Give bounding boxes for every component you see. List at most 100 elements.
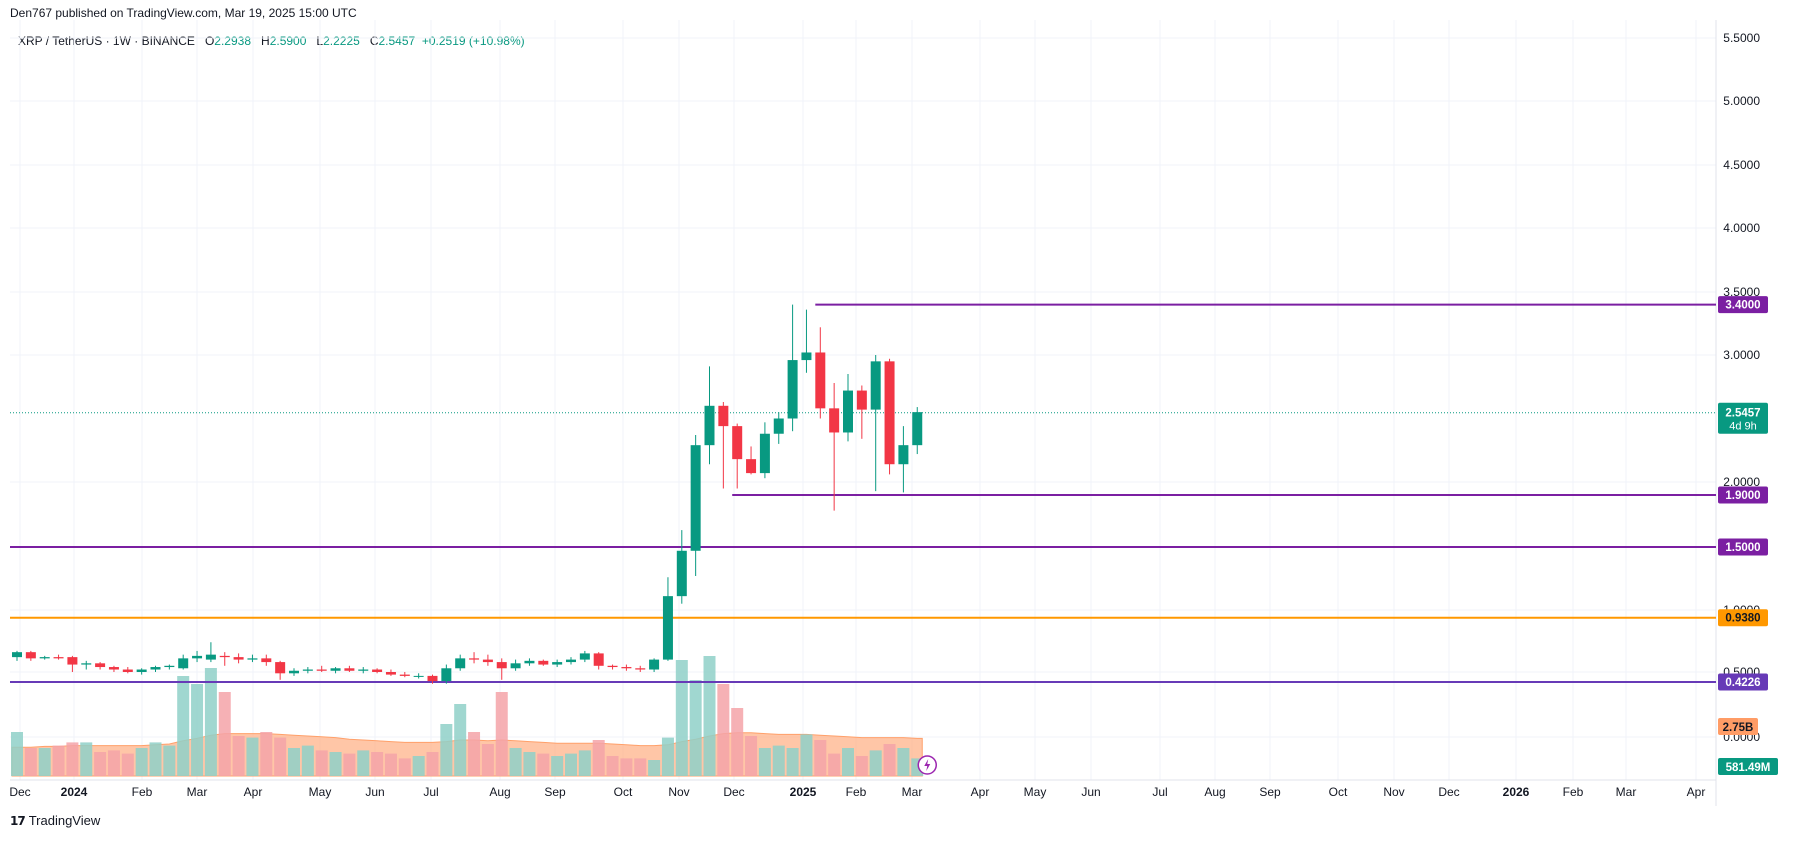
level-tag-1-label: 1.9000 (1725, 490, 1760, 502)
candle-body-24 (344, 668, 355, 671)
candle-body-9 (136, 669, 147, 672)
time-tick-22: Oct (1329, 785, 1348, 799)
candle-body-44 (621, 667, 632, 669)
price-tick-0: 5.5000 (1723, 31, 1760, 45)
volume-bar-5 (80, 742, 93, 776)
high-label: H (261, 34, 270, 48)
candle-body-56 (787, 360, 798, 419)
volume-bar-16 (232, 736, 245, 776)
time-tick-7: Jul (423, 785, 438, 799)
candle-body-55 (773, 418, 784, 434)
candle-body-32 (455, 658, 466, 669)
volume-ma-tag-bg (1718, 718, 1758, 735)
price-axis[interactable]: 5.5000 5.0000 4.5000 4.0000 3.5000 3.0000 2.00… (1723, 31, 1760, 744)
candle-body-18 (261, 658, 272, 663)
volume-bar-56 (786, 748, 799, 776)
volume-bar-51 (717, 684, 730, 776)
time-tick-19: Jul (1152, 785, 1167, 799)
candle-body-37 (524, 660, 535, 664)
time-tick-13: 2025 (790, 785, 817, 799)
volume-bar-8 (121, 753, 134, 776)
horizontal-levels[interactable] (10, 303, 1716, 684)
volume-bar-30 (426, 752, 439, 776)
candle-body-40 (566, 659, 576, 663)
volume-bar-35 (495, 692, 508, 776)
last-price-tag-countdown: 4d 9h (1729, 421, 1757, 433)
volume-bar-11 (163, 745, 176, 776)
volume-bar-57 (800, 734, 813, 776)
volume-bar-22 (315, 750, 328, 776)
time-tick-27: Mar (1616, 785, 1637, 799)
volume-bar-42 (592, 740, 605, 776)
candle-body-20 (289, 670, 299, 674)
volume-bar-15 (218, 692, 231, 776)
time-axis[interactable]: Dec 2024 Feb Mar Apr May Jun Jul Aug Sep Oct Nov Dec… (9, 785, 1705, 799)
time-tick-0: Dec (9, 785, 30, 799)
time-tick-23: Nov (1383, 785, 1404, 799)
time-tick-26: Feb (1563, 785, 1584, 799)
candle-body-8 (122, 669, 133, 672)
time-tick-10: Oct (614, 785, 633, 799)
candle-body-53 (746, 459, 757, 474)
tradingview-brand[interactable]: 17 TradingView (10, 813, 100, 828)
level-tag-3-bg (1718, 609, 1768, 627)
volume-bar-43 (606, 756, 619, 776)
volume-bar-46 (648, 760, 661, 776)
candle-body-13 (192, 655, 203, 659)
candle-body-23 (330, 668, 341, 671)
candlesticks[interactable] (12, 304, 923, 684)
volume-bar-59 (828, 753, 841, 776)
candle-body-31 (441, 668, 452, 682)
candle-body-5 (81, 663, 92, 665)
candle-body-38 (538, 660, 549, 665)
candle-body-42 (593, 653, 604, 666)
time-tick-16: Apr (971, 785, 990, 799)
volume-bar-20 (288, 748, 300, 776)
volume-bar-58 (814, 740, 827, 776)
level-tag-4-bg (1718, 673, 1768, 691)
volume-bar-19 (274, 737, 287, 776)
volume-bar-0 (11, 732, 23, 776)
time-tick-14: Feb (846, 785, 867, 799)
volume-bar-54 (758, 748, 771, 776)
volume-bar-13 (191, 684, 204, 776)
level-tag-4-label: 0.4226 (1725, 677, 1760, 689)
volume-bar-18 (260, 732, 273, 776)
open-label: O (204, 34, 215, 48)
time-tick-17: May (1024, 785, 1047, 799)
candle-body-62 (870, 361, 881, 410)
volume-bar-40 (565, 753, 577, 776)
candle-body-19 (275, 662, 286, 674)
volume-bar-63 (883, 744, 896, 776)
volume-bar-61 (855, 756, 868, 776)
volume-bar-23 (329, 752, 342, 776)
candle-body-17 (247, 658, 258, 660)
volume-bar-60 (842, 748, 854, 776)
candle-body-0 (12, 652, 22, 658)
level-tag-3-label: 0.9380 (1725, 613, 1760, 625)
last-price-tag-value: 2.5457 (1725, 408, 1760, 420)
volume-bar-1 (24, 748, 37, 776)
candle-body-28 (399, 674, 410, 676)
candle-body-36 (510, 663, 521, 669)
time-tick-15: Mar (902, 785, 923, 799)
time-tick-21: Sep (1259, 785, 1281, 799)
candle-body-45 (635, 668, 646, 670)
candle-body-16 (233, 657, 244, 660)
price-tick-3: 4.0000 (1723, 221, 1760, 235)
volume-ma-fill (11, 732, 923, 777)
level-tag-0-label: 3.4000 (1725, 300, 1760, 312)
candle-body-51 (718, 405, 729, 427)
candle-body-48 (676, 550, 687, 597)
volume-bar-25 (357, 750, 370, 776)
candle-body-22 (316, 669, 327, 671)
candle-body-12 (178, 658, 189, 669)
volume-bar-7 (107, 750, 120, 776)
candle-body-58 (815, 352, 826, 409)
time-tick-4: Apr (244, 785, 263, 799)
time-tick-8: Aug (489, 785, 510, 799)
candle-body-41 (579, 653, 590, 660)
volume-bar-24 (343, 753, 356, 776)
